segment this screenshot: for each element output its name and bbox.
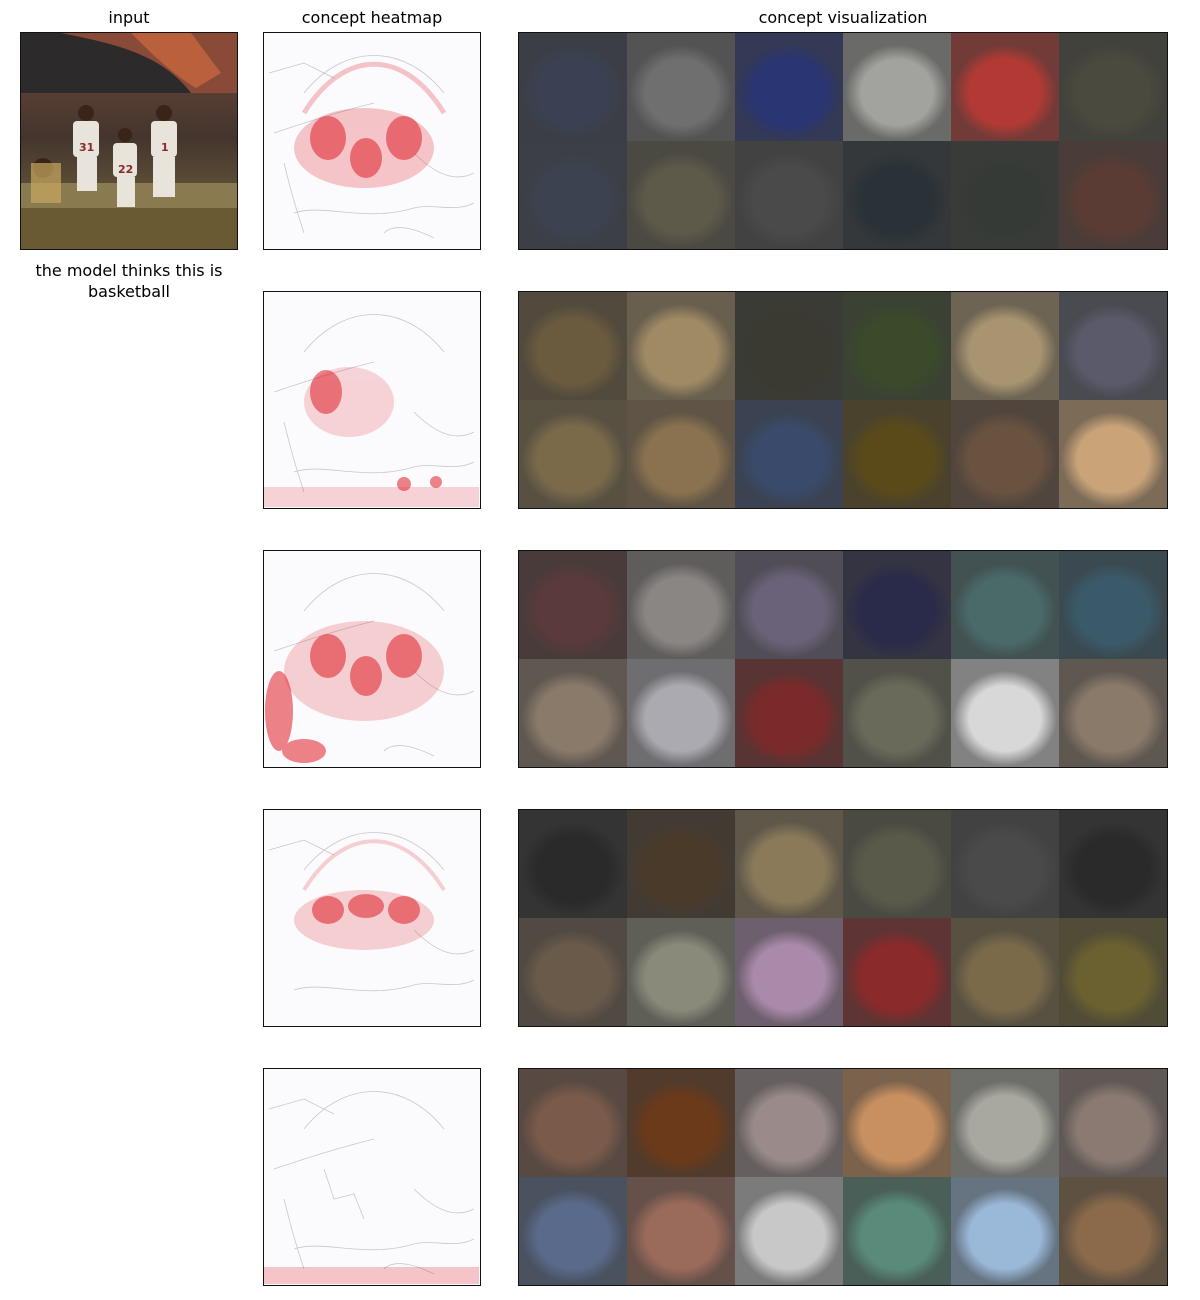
viz-tile (735, 33, 843, 141)
viz-tile (951, 33, 1059, 141)
viz-tile (519, 33, 627, 141)
concept-visualization (518, 291, 1168, 509)
viz-tile (1059, 1177, 1167, 1285)
viz-tile (843, 1177, 951, 1285)
viz-tile (951, 292, 1059, 400)
heatmap-overlay (264, 314, 479, 507)
svg-text:22: 22 (118, 163, 133, 176)
viz-tile (843, 659, 951, 767)
viz-tile (843, 400, 951, 508)
viz-tile (1059, 33, 1167, 141)
concept-visualization (518, 809, 1168, 1027)
concept-heatmap (263, 1068, 481, 1286)
viz-tile (1059, 810, 1167, 918)
viz-grid (519, 810, 1167, 1026)
viz-tile (1059, 551, 1167, 659)
concept-heatmap (263, 550, 481, 768)
viz-tile (735, 659, 843, 767)
viz-tile (519, 551, 627, 659)
heatmap-overlay (268, 832, 475, 992)
viz-tile (627, 400, 735, 508)
viz-tile (951, 141, 1059, 249)
viz-tile (1059, 1069, 1167, 1177)
viz-tile (843, 33, 951, 141)
viz-tile (627, 659, 735, 767)
viz-tile (843, 292, 951, 400)
viz-tile (519, 1069, 627, 1177)
visualization-column-title: concept visualization (758, 8, 928, 27)
concept-heatmap (263, 809, 481, 1027)
viz-tile (1059, 141, 1167, 249)
viz-tile (843, 551, 951, 659)
viz-tile (519, 1177, 627, 1285)
viz-tile (627, 1069, 735, 1177)
viz-tile (519, 292, 627, 400)
viz-tile (843, 141, 951, 249)
viz-tile (735, 1069, 843, 1177)
viz-tile (951, 1069, 1059, 1177)
viz-tile (735, 810, 843, 918)
viz-tile (519, 810, 627, 918)
viz-tile (1059, 292, 1167, 400)
concept-visualization (518, 1068, 1168, 1286)
viz-grid (519, 551, 1167, 767)
viz-tile (519, 918, 627, 1026)
viz-tile (1059, 400, 1167, 508)
heatmap-overlay (268, 55, 475, 239)
viz-tile (951, 1177, 1059, 1285)
viz-grid (519, 33, 1167, 249)
viz-tile (627, 33, 735, 141)
viz-tile (843, 1069, 951, 1177)
viz-tile (627, 551, 735, 659)
viz-tile (951, 810, 1059, 918)
viz-tile (951, 659, 1059, 767)
concept-heatmap (263, 32, 481, 250)
input-column-title: input (108, 8, 150, 27)
viz-grid (519, 292, 1167, 508)
prediction-caption: the model thinks this is basketball (35, 261, 223, 301)
input-image: 31 22 1 (20, 32, 238, 250)
heatmap-overlay (264, 1091, 479, 1284)
viz-tile (951, 551, 1059, 659)
viz-tile (735, 1177, 843, 1285)
viz-tile (1059, 659, 1167, 767)
viz-tile (735, 292, 843, 400)
heatmap-overlay (265, 573, 475, 763)
concept-heatmap (263, 291, 481, 509)
viz-tile (843, 810, 951, 918)
viz-tile (843, 918, 951, 1026)
concept-visualization (518, 550, 1168, 768)
viz-tile (735, 918, 843, 1026)
viz-tile (519, 141, 627, 249)
viz-tile (627, 810, 735, 918)
input-image-scene: 31 22 1 (21, 33, 237, 249)
heatmap-column-title: concept heatmap (301, 8, 443, 27)
viz-tile (735, 551, 843, 659)
viz-tile (627, 141, 735, 249)
viz-tile (627, 1177, 735, 1285)
viz-tile (519, 400, 627, 508)
viz-tile (735, 400, 843, 508)
viz-tile (519, 659, 627, 767)
svg-text:31: 31 (79, 141, 94, 154)
viz-grid (519, 1069, 1167, 1285)
viz-tile (627, 918, 735, 1026)
viz-tile (951, 400, 1059, 508)
viz-tile (951, 918, 1059, 1026)
concept-visualization (518, 32, 1168, 250)
viz-tile (627, 292, 735, 400)
svg-text:1: 1 (161, 141, 169, 154)
viz-tile (735, 141, 843, 249)
viz-tile (1059, 918, 1167, 1026)
